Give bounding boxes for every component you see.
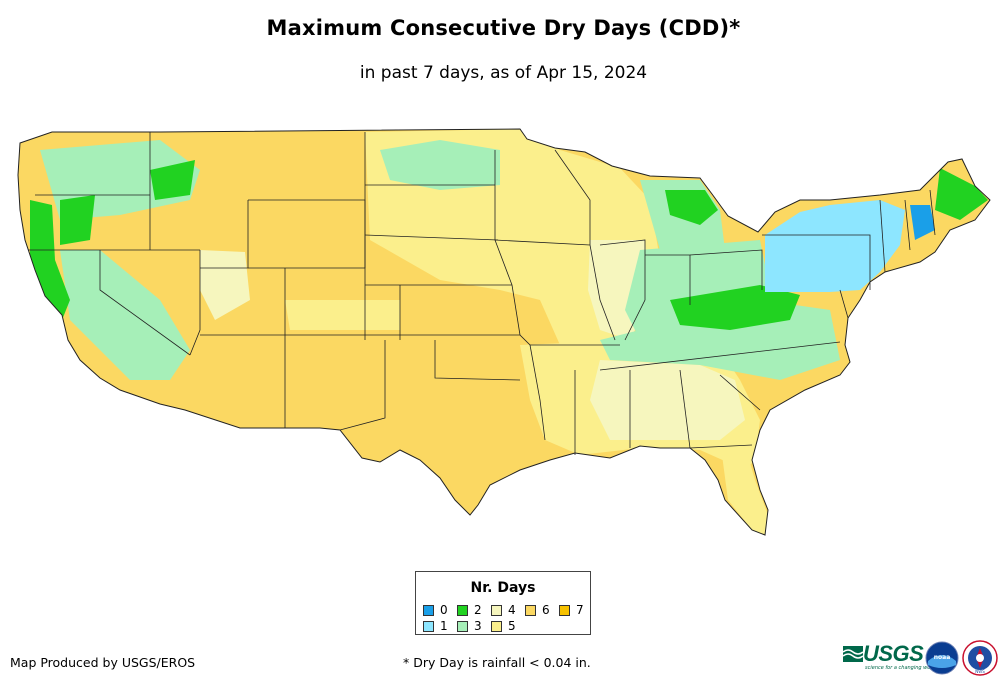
region-2-days-maine — [935, 168, 988, 220]
legend-label: 3 — [474, 619, 482, 633]
region-2-days-virginias — [670, 285, 800, 330]
region-2-days-upper-mich — [665, 190, 718, 225]
credit-text: Map Produced by USGS/EROS — [10, 655, 196, 670]
legend-item-7: 7 — [559, 603, 584, 617]
legend-label: 6 — [542, 603, 550, 617]
footnote-text: * Dry Day is rainfall < 0.04 in. — [403, 655, 591, 670]
legend-item-2: 2 — [457, 603, 482, 617]
legend-swatch — [559, 604, 570, 616]
region-5-days-florida — [720, 440, 768, 535]
region-3-days-dakotas — [380, 140, 500, 190]
region-0-days-new-england — [910, 205, 935, 240]
legend-swatch — [491, 620, 502, 632]
noaa-logo-text: noaa — [934, 654, 951, 661]
legend-label: 0 — [440, 603, 448, 617]
legend-swatch — [423, 620, 434, 632]
legend: Nr. Days 0 1 2 3 4 5 6 7 — [415, 571, 591, 635]
legend-item-1: 1 — [423, 619, 448, 633]
region-2-days-coast — [30, 200, 70, 320]
region-5-days-colorado — [285, 300, 400, 330]
legend-item-4: 4 — [491, 603, 516, 617]
noaa-logo: noaa — [925, 641, 959, 675]
us-outline — [17, 128, 991, 536]
usgs-logo: USGS science for a changing world — [843, 641, 937, 671]
region-2-days-idaho — [150, 160, 195, 200]
region-4-days-deep-south — [590, 360, 745, 440]
legend-swatch — [491, 604, 502, 616]
legend-label: 2 — [474, 603, 482, 617]
legend-item-6: 6 — [525, 603, 550, 617]
legend-swatch — [423, 604, 434, 616]
region-2-days-oregon — [60, 195, 95, 245]
usgs-logo-text: USGS — [863, 641, 924, 666]
region-4-days-utah — [200, 250, 250, 320]
map-subtitle: in past 7 days, as of Apr 15, 2024 — [359, 63, 648, 83]
legend-label: 1 — [440, 619, 448, 633]
legend-swatch — [525, 604, 536, 616]
legend-item-5: 5 — [491, 619, 516, 633]
legend-label: 5 — [508, 619, 516, 633]
legend-item-0: 0 — [423, 603, 448, 617]
usgs-wave-icon — [843, 646, 863, 662]
nws-logo-text: NWS — [975, 669, 985, 674]
usgs-tagline: science for a changing world — [865, 665, 937, 671]
legend-item-3: 3 — [457, 619, 482, 633]
nws-logo: NWS — [962, 640, 998, 676]
legend-swatch — [457, 620, 468, 632]
legend-label: 4 — [508, 603, 516, 617]
map-title: Maximum Consecutive Dry Days (CDD)* — [266, 16, 741, 40]
region-3-days-california — [60, 250, 190, 380]
legend-title: Nr. Days — [470, 580, 536, 596]
legend-label: 7 — [576, 603, 584, 617]
state-borders — [28, 132, 936, 455]
legend-swatch — [457, 604, 468, 616]
